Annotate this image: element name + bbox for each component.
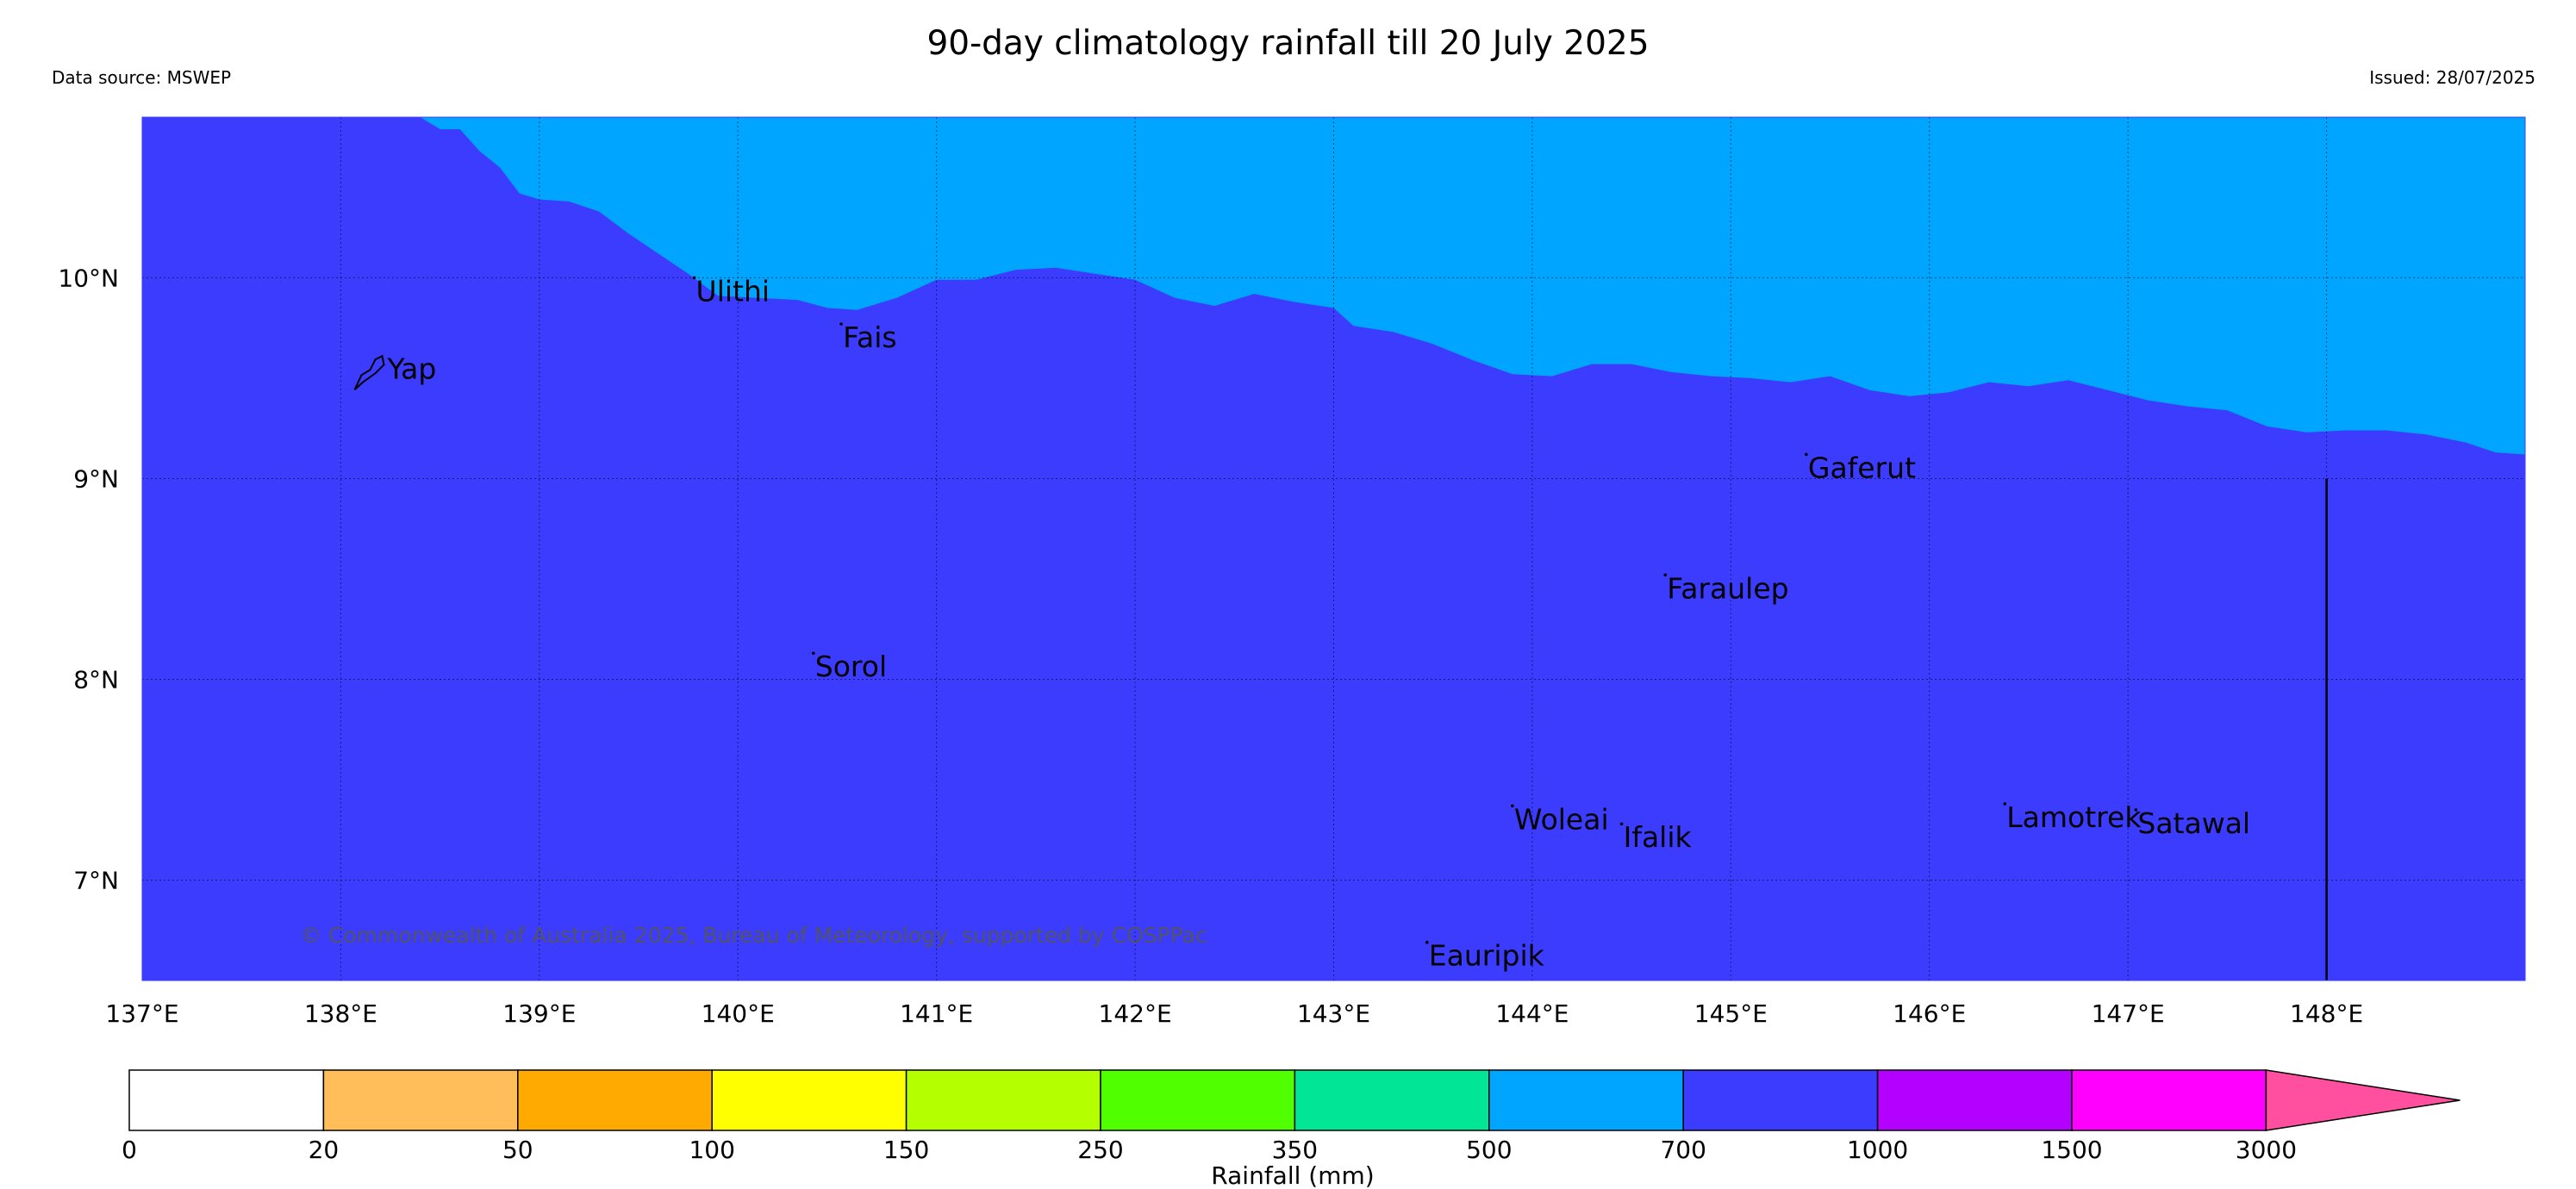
lon-tick-label: 139°E [502,999,576,1028]
lon-tick-label: 140°E [702,999,775,1028]
island-label: Yap [387,352,437,385]
lon-tick-label: 143°E [1297,999,1370,1028]
colorbar-bin [517,1069,713,1131]
island-label: Lamotrek [2006,800,2142,834]
colorbar-bin [322,1069,519,1131]
colorbar-bin [1876,1069,2073,1131]
lon-tick-label: 146°E [1893,999,1966,1028]
island-marker [1805,452,1808,457]
island-marker [692,276,696,280]
colorbar-tick-label: 500 [1466,1136,1512,1164]
map-plot-area: 137°E 138°E 139°E 140°E 141°E 142°E 143°E 144°E… [58,116,2526,1028]
colorbar-bin [2071,1069,2267,1131]
copyright-notice: © Commonwealth of Australia 2025, Bureau… [300,923,1207,948]
lon-tick-label: 138°E [304,999,377,1028]
island-label: Gaferut [1808,451,1916,484]
colorbar-bin [905,1069,1101,1131]
yap-island-outline [353,354,385,391]
island-marker [1425,940,1429,944]
island-marker [839,322,843,326]
colorbar-tick-label: 0 [122,1136,137,1164]
map-frame [141,116,2526,981]
lon-tick-label: 148°E [2290,999,2363,1028]
colorbar-bin [128,1069,325,1131]
lat-tick-label: 10°N [58,264,119,292]
lon-tick-label: 147°E [2092,999,2165,1028]
island-label: Ifalik [1624,820,1693,854]
colorbar-tick-label: 150 [883,1136,929,1164]
colorbar-bin [1294,1069,1490,1131]
colorbar-bin [1682,1069,1879,1131]
island-label: Woleai [1514,802,1609,836]
colorbar-tick-label: 250 [1077,1136,1123,1164]
colorbar-tick-label: 100 [689,1136,734,1164]
colorbar-tick-label: 3000 [2236,1136,2297,1164]
lon-tick-label: 142°E [1099,999,1172,1028]
island-label: Eauripik [1429,939,1545,973]
colorbar-label: Rainfall (mm) [1211,1161,1374,1189]
island-marker [812,651,815,655]
lat-tick-label: 7°N [73,866,119,894]
island-label: Satawal [2137,806,2250,840]
island-marker [1511,804,1514,808]
colorbar-tick-label: 350 [1272,1136,1318,1164]
lat-tick-label: 9°N [73,464,119,493]
colorbar-bin [1488,1069,1684,1131]
island-marker [1619,822,1624,826]
island-marker [2134,808,2138,812]
lat-tick-label: 8°N [73,665,119,694]
colorbar-extend-arrow [2265,1069,2461,1131]
island-label: Ulithi [696,274,770,308]
colorbar-bin [711,1069,908,1131]
island-label: Faraulep [1667,571,1788,605]
data-source-label: Data source: MSWEP [52,67,232,88]
island-label: Fais [843,321,897,354]
rainfall-colorbar: 0 20 50 100 150 250 350 500 700 1000 1500 3000 Rainf… [122,1069,2461,1189]
colorbar-tick-label: 1000 [1847,1136,1908,1164]
island-marker [1663,573,1668,577]
colorbar-tick-label: 50 [502,1136,533,1164]
lon-tick-label: 145°E [1694,999,1768,1028]
island-label: Sorol [815,650,887,683]
colorbar-tick-label: 1500 [2041,1136,2102,1164]
colorbar-bin [1100,1069,1296,1131]
colorbar-tick-label: 700 [1660,1136,1706,1164]
lon-tick-label: 137°E [105,999,178,1028]
rainfall-zone-500-700 [420,117,2526,455]
issued-date-label: Issued: 28/07/2025 [2369,67,2535,88]
colorbar-tick-label: 20 [309,1136,340,1164]
island-marker [2003,802,2007,806]
lon-tick-label: 141°E [900,999,973,1028]
lon-tick-label: 144°E [1495,999,1569,1028]
map-title: 90-day climatology rainfall till 20 July… [926,24,1650,63]
